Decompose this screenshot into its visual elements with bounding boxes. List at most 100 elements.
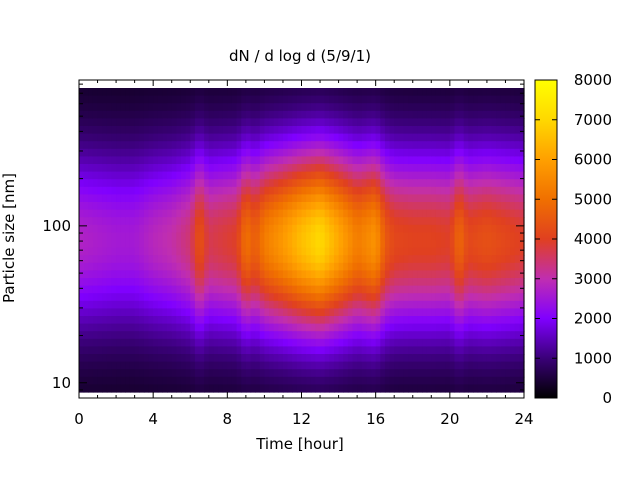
heatmap-cell [473, 202, 479, 211]
heatmap-cell [176, 118, 182, 127]
heatmap-cell [338, 346, 344, 355]
heatmap-cell [190, 369, 196, 378]
heatmap-cell [222, 240, 228, 249]
heatmap-cell [519, 194, 525, 203]
heatmap-cell [120, 232, 126, 241]
heatmap-cell [505, 95, 511, 104]
heatmap-cell [306, 285, 312, 294]
heatmap-cell [167, 141, 173, 150]
heatmap-cell [292, 361, 298, 370]
heatmap-cell [343, 110, 349, 119]
heatmap-cell [102, 148, 108, 157]
heatmap-cell [482, 346, 488, 355]
heatmap-cell [333, 338, 340, 347]
heatmap-cell [222, 156, 228, 165]
heatmap-cell [343, 308, 349, 317]
heatmap-cell [426, 354, 432, 363]
heatmap-cell [250, 376, 256, 385]
heatmap-cell [380, 110, 386, 119]
heatmap-cell [264, 323, 270, 332]
heatmap-cell [259, 285, 266, 294]
heatmap-cell [505, 384, 511, 393]
heatmap-cell [241, 384, 247, 393]
heatmap-cell [440, 103, 446, 112]
heatmap-cell [79, 262, 85, 271]
heatmap-cell [134, 156, 140, 165]
heatmap-cell [227, 346, 233, 355]
heatmap-cell [459, 164, 465, 173]
heatmap-cell [389, 300, 395, 309]
heatmap-cell [477, 118, 483, 127]
heatmap-cell [264, 194, 270, 203]
heatmap-cell [426, 133, 432, 142]
heatmap-cell [394, 361, 400, 370]
heatmap-cell [449, 110, 456, 119]
heatmap-cell [153, 255, 159, 264]
heatmap-cell [454, 338, 460, 347]
heatmap-cell [97, 255, 103, 264]
heatmap-cell [134, 369, 140, 378]
heatmap-cell [301, 270, 307, 279]
heatmap-cell [500, 255, 507, 264]
heatmap-cell [148, 110, 154, 119]
heatmap-cell [338, 247, 344, 256]
heatmap-cell [482, 338, 488, 347]
heatmap-cell [389, 148, 395, 157]
heatmap-cell [361, 376, 367, 385]
heatmap-cell [139, 285, 145, 294]
heatmap-cell [204, 354, 210, 363]
heatmap-cell [371, 179, 377, 188]
heatmap-cell [398, 194, 405, 203]
heatmap-cell [454, 369, 460, 378]
heatmap-cell [120, 285, 126, 294]
heatmap-cell [259, 179, 266, 188]
heatmap-cell [134, 133, 140, 142]
heatmap-cell [320, 300, 326, 309]
heatmap-cell [148, 293, 154, 302]
heatmap-cell [505, 88, 511, 97]
heatmap-cell [125, 164, 131, 173]
heatmap-cell [324, 133, 330, 142]
heatmap-cell [199, 293, 205, 302]
heatmap-cell [111, 331, 117, 340]
heatmap-cell [236, 323, 242, 332]
heatmap-cell [157, 338, 164, 347]
heatmap-cell [139, 369, 145, 378]
heatmap-cell [292, 354, 298, 363]
heatmap-cell [361, 148, 367, 157]
heatmap-cell [380, 209, 386, 218]
heatmap-cell [171, 164, 177, 173]
heatmap-cell [102, 126, 108, 135]
heatmap-cell [496, 384, 502, 393]
heatmap-cell [440, 354, 446, 363]
heatmap-cell [264, 308, 270, 317]
heatmap-cell [120, 88, 126, 97]
heatmap-cell [148, 194, 154, 203]
heatmap-cell [245, 316, 252, 325]
heatmap-cell [320, 361, 326, 370]
heatmap-cell [185, 346, 191, 355]
heatmap-cell [320, 240, 326, 249]
heatmap-cell [454, 202, 460, 211]
heatmap-cell [510, 270, 516, 279]
heatmap-cell [97, 110, 103, 119]
heatmap-cell [398, 95, 405, 104]
heatmap-cell [273, 141, 279, 150]
heatmap-cell [384, 285, 391, 294]
heatmap-cell [190, 141, 196, 150]
heatmap-cell [296, 278, 303, 287]
heatmap-cell [324, 255, 330, 264]
heatmap-cell [208, 300, 215, 309]
heatmap-cell [148, 118, 154, 127]
heatmap-cell [102, 209, 108, 218]
heatmap-cell [389, 95, 395, 104]
heatmap-cell [116, 247, 122, 256]
heatmap-cell [296, 308, 303, 317]
heatmap-cell [412, 240, 418, 249]
heatmap-cell [111, 384, 117, 393]
heatmap-cell [255, 354, 261, 363]
heatmap-cell [125, 156, 131, 165]
heatmap-cell [473, 224, 479, 233]
heatmap-cell [417, 346, 423, 355]
colorbar-tick-label: 5000 [574, 190, 612, 208]
